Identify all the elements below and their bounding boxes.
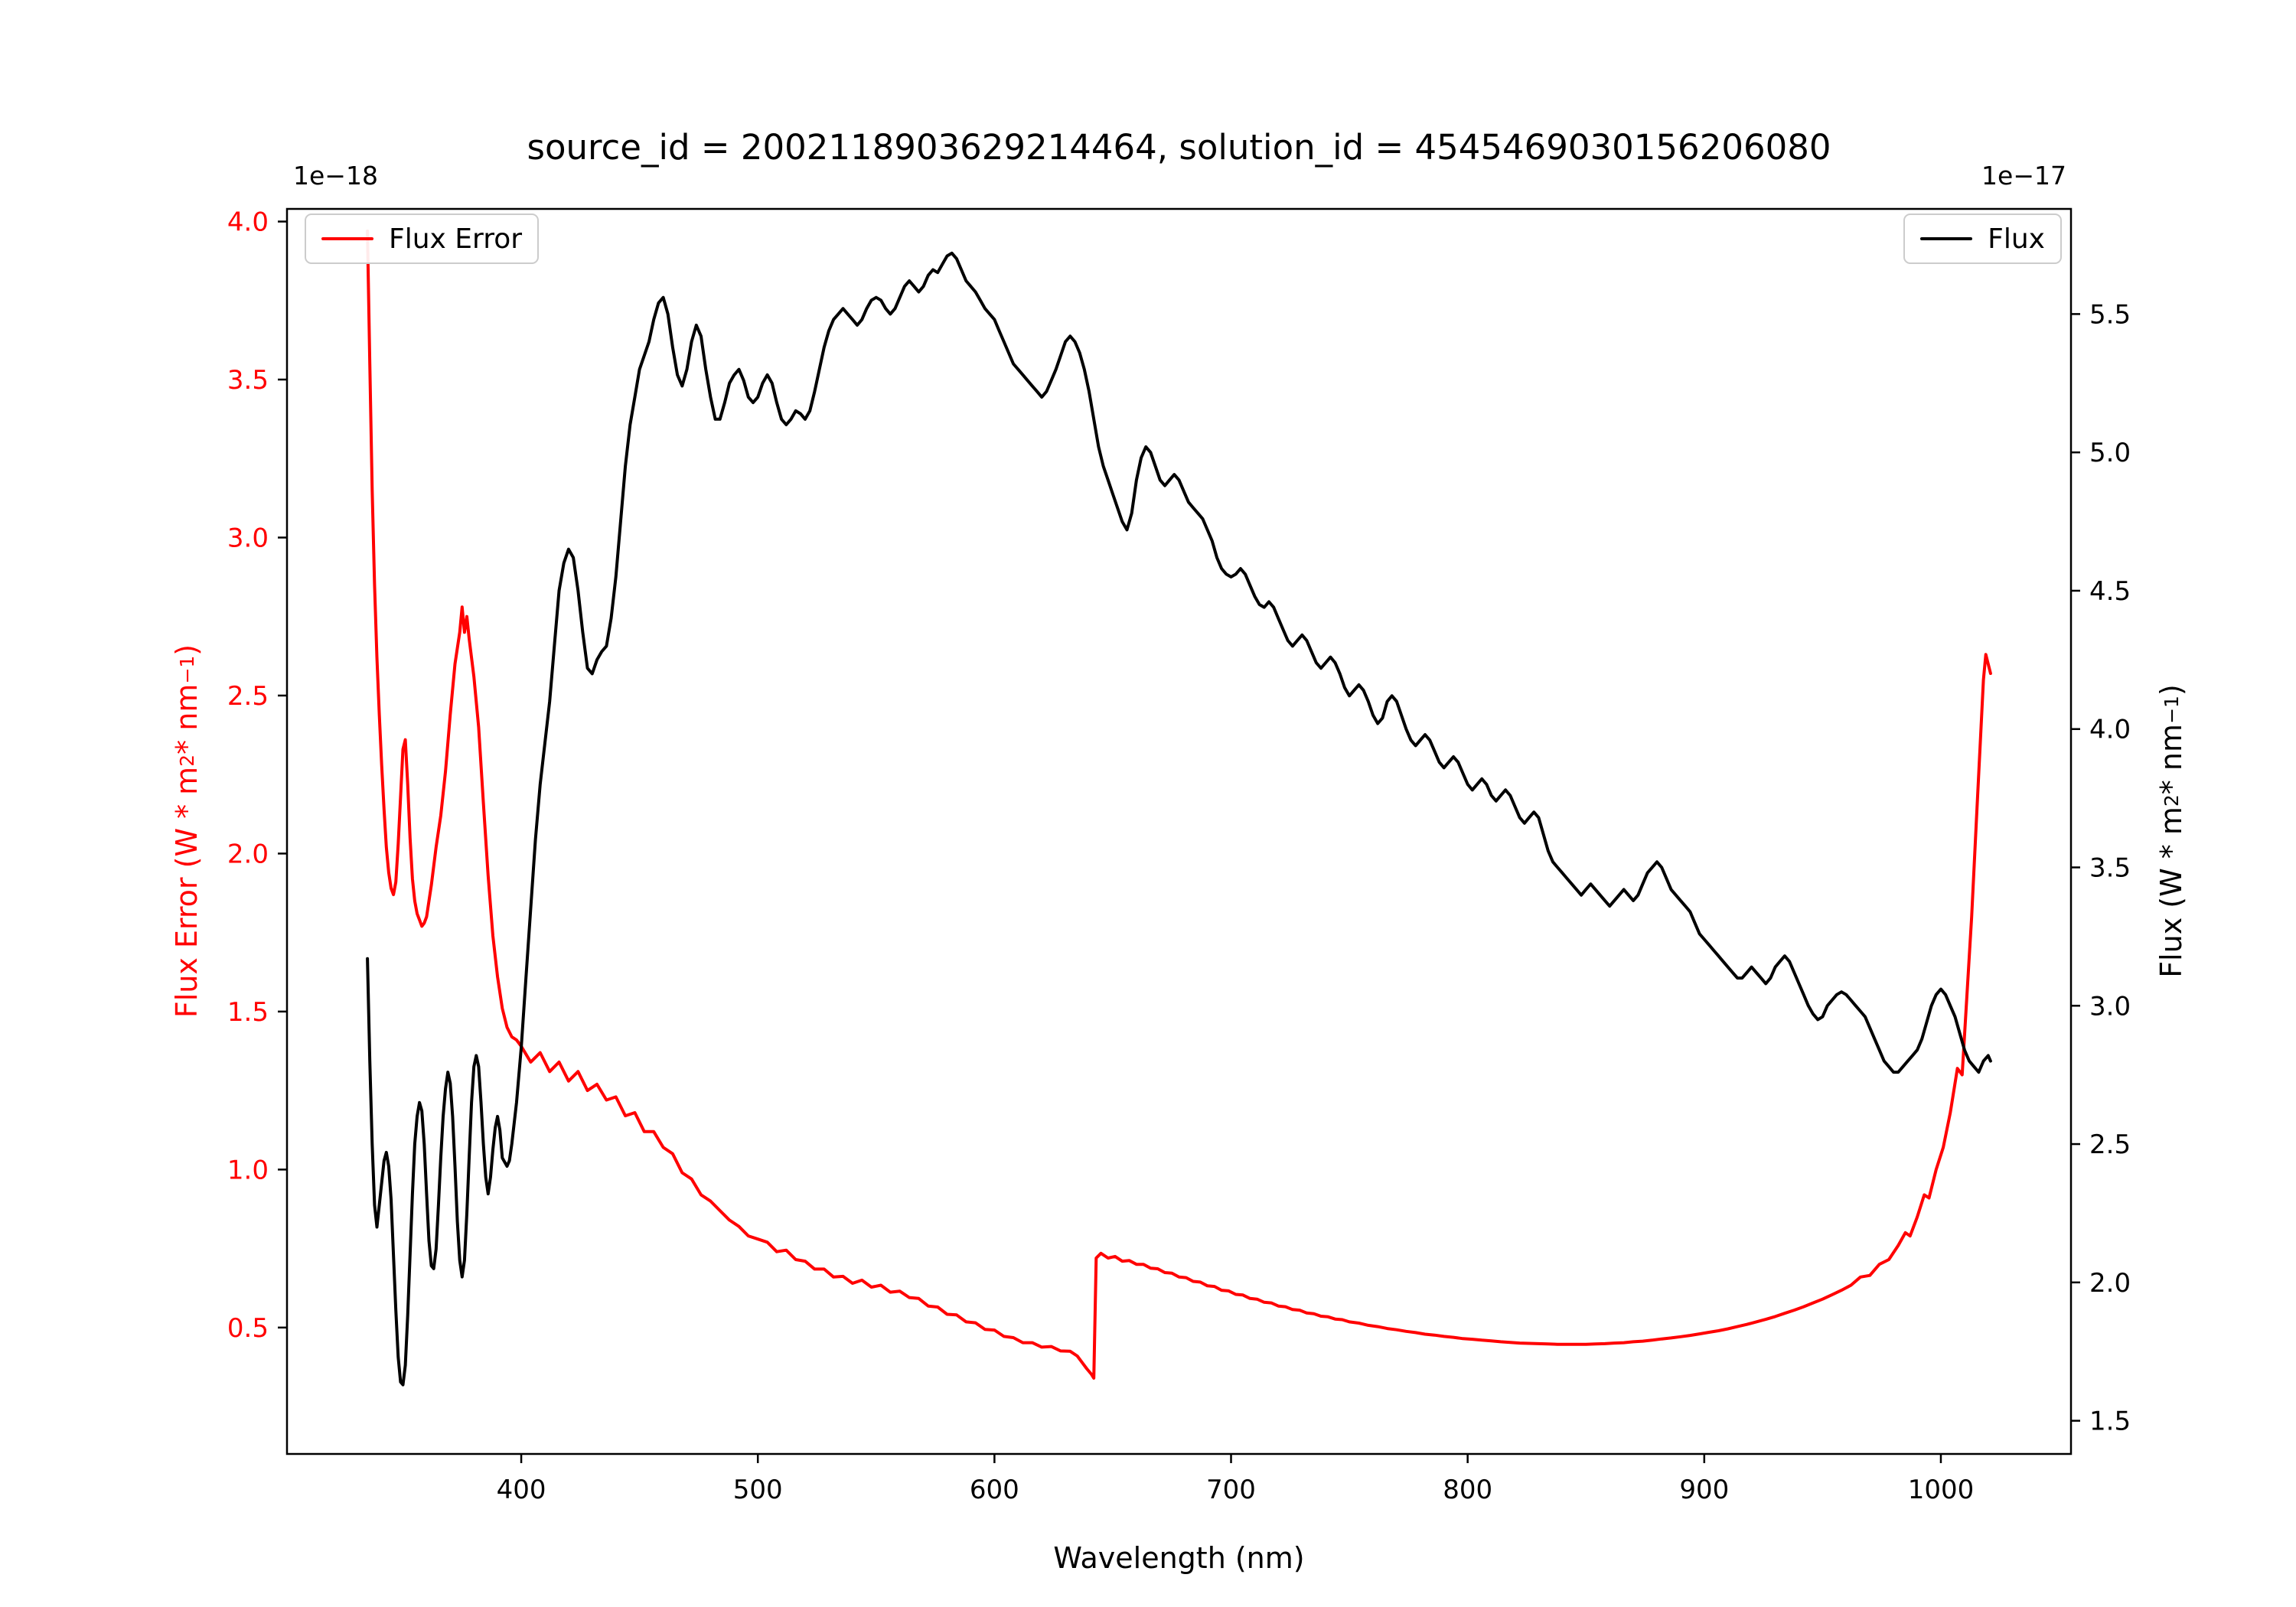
flux-error-legend-line-icon: [321, 237, 373, 240]
y-left-tick-label: 1.0: [227, 1155, 269, 1185]
y-right-tick-label: 1.5: [2089, 1407, 2131, 1437]
y-right-tick-label: 5.0: [2089, 438, 2131, 468]
flux-error-legend-label: Flux Error: [389, 223, 523, 255]
y-left-tick-label: 3.5: [227, 365, 269, 396]
legend-flux-error: Flux Error: [305, 214, 540, 264]
flux-error-line: [366, 229, 1992, 1380]
flux-line: [366, 251, 1992, 1387]
plot-border: [285, 207, 2073, 1455]
y-right-tick-label: 2.0: [2089, 1268, 2131, 1299]
x-tick-label: 900: [1679, 1475, 1729, 1505]
left-axis-offset-text: 1e−18: [293, 161, 378, 191]
y-right-tick-label: 3.5: [2089, 853, 2131, 884]
y-right-tick-label: 3.0: [2089, 991, 2131, 1022]
y-right-tick-label: 4.5: [2089, 576, 2131, 607]
flux-legend-label: Flux: [1988, 223, 2045, 255]
x-tick-label: 1000: [1908, 1475, 1975, 1505]
flux-legend-line-icon: [1920, 237, 1973, 240]
x-tick-label: 500: [733, 1475, 783, 1505]
y-left-tick-label: 3.0: [227, 523, 269, 553]
legend-flux: Flux: [1903, 214, 2062, 264]
x-tick-label: 700: [1206, 1475, 1256, 1505]
chart-title: source_id = 2002118903629214464, solutio…: [527, 127, 1831, 168]
y-right-tick-label: 5.5: [2089, 299, 2131, 330]
x-axis-label: Wavelength (nm): [1053, 1541, 1305, 1575]
y-left-tick-label: 4.0: [227, 207, 269, 238]
y-left-tick-label: 0.5: [227, 1313, 269, 1344]
y-left-tick-label: 1.5: [227, 997, 269, 1028]
x-tick-label: 800: [1443, 1475, 1492, 1505]
right-axis-offset-text: 1e−17: [1981, 161, 2066, 191]
y-right-tick-label: 4.0: [2089, 715, 2131, 745]
x-tick-label: 400: [497, 1475, 546, 1505]
y-right-tick-label: 2.5: [2089, 1129, 2131, 1160]
x-tick-label: 600: [970, 1475, 1019, 1505]
y-left-tick-label: 2.5: [227, 681, 269, 712]
y-left-tick-label: 2.0: [227, 839, 269, 869]
